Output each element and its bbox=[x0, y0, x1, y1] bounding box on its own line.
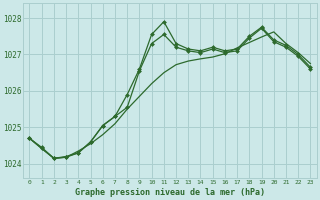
X-axis label: Graphe pression niveau de la mer (hPa): Graphe pression niveau de la mer (hPa) bbox=[75, 188, 265, 197]
